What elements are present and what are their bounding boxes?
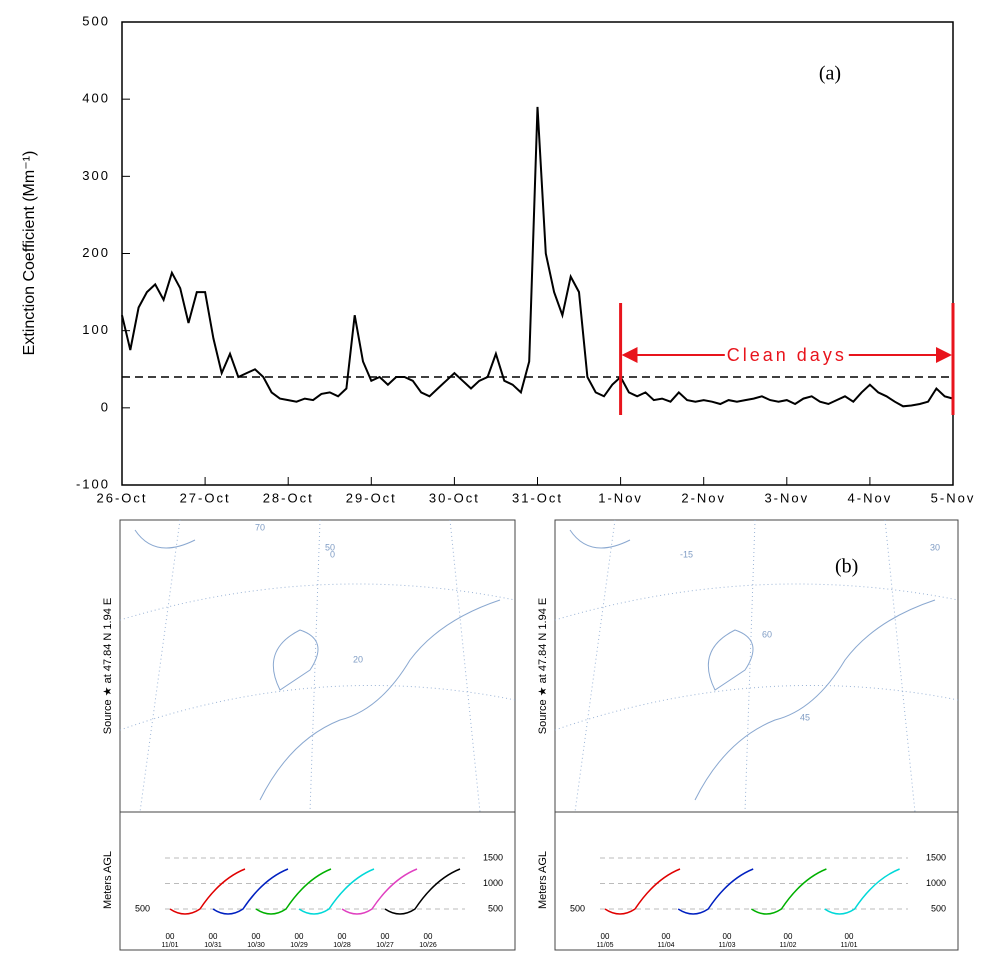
height-label: Meters AGL (537, 851, 549, 909)
time-hour: 00 (338, 932, 347, 941)
y-tick-label: 500 (82, 13, 110, 28)
series-line (121, 106, 954, 408)
time-hour: 00 (662, 932, 671, 941)
height-label: Meters AGL (102, 851, 114, 909)
time-date: 10/26 (419, 942, 437, 949)
plot-frame (121, 21, 954, 486)
height-trajectory (824, 868, 900, 915)
x-tick-label: 29-Oct (346, 490, 397, 505)
time-date: 10/29 (290, 942, 308, 949)
height-tick-label: 1500 (926, 852, 946, 862)
height-tick-label: 1000 (926, 878, 946, 888)
time-date: 11/02 (780, 942, 797, 949)
height-trajectory (298, 868, 375, 915)
height-tick-label: 1000 (483, 878, 503, 888)
time-hour: 00 (381, 932, 390, 941)
height-frame (554, 811, 959, 951)
time-hour: 00 (209, 932, 218, 941)
x-tick-label: 5-Nov (931, 490, 976, 505)
grid-label: 30 (930, 542, 940, 552)
x-tick-label: 28-Oct (263, 490, 314, 505)
time-hour: 00 (601, 932, 610, 941)
time-hour: 00 (424, 932, 433, 941)
x-tick-label: 3-Nov (764, 490, 809, 505)
height-trajectory (604, 868, 681, 915)
panel-label: (a) (819, 63, 841, 85)
time-date: 11/03 (719, 942, 736, 949)
x-tick-label: 4-Nov (848, 490, 893, 505)
time-hour: 00 (166, 932, 175, 941)
height-left-label: 500 (570, 903, 585, 913)
time-date: 10/27 (376, 942, 394, 949)
grid-label: 45 (800, 712, 810, 722)
time-date: 10/28 (333, 942, 351, 949)
x-tick-label: 2-Nov (681, 490, 726, 505)
map-coast (134, 529, 501, 801)
time-date: 11/05 (597, 942, 614, 949)
height-trajectory (677, 868, 754, 915)
y-tick-label: 300 (82, 168, 110, 183)
map-frame (554, 519, 959, 813)
map-frame (119, 519, 516, 813)
height-trajectory (212, 868, 289, 915)
clean-label-bg (724, 343, 849, 367)
x-tick-label: 1-Nov (598, 490, 643, 505)
grid-label: -15 (680, 549, 693, 559)
x-tick-label: 31-Oct (512, 490, 563, 505)
time-hour: 00 (295, 932, 304, 941)
time-hour: 00 (784, 932, 793, 941)
height-left-label: 500 (135, 903, 150, 913)
height-trajectory (341, 868, 418, 915)
clean-label: Clean days (727, 345, 847, 365)
source-label: Source ★ at 47.84 N 1.94 E (102, 598, 114, 734)
grid-label: 20 (353, 654, 363, 664)
x-tick-label: 30-Oct (429, 490, 480, 505)
grid-label: 50 (325, 542, 335, 552)
y-tick-label: 200 (82, 245, 110, 260)
time-hour: 00 (845, 932, 854, 941)
height-tick-label: 1500 (483, 852, 503, 862)
map-coast (569, 529, 936, 801)
grid-label: 70 (255, 522, 265, 532)
time-date: 11/01 (841, 942, 858, 949)
time-date: 10/31 (204, 942, 222, 949)
y-axis-label: Extinction Coefficient (Mm⁻¹) (21, 151, 38, 356)
panel-label: (b) (835, 556, 858, 578)
height-trajectory (169, 868, 246, 915)
height-trajectory (384, 868, 461, 915)
height-trajectory (255, 868, 332, 915)
time-hour: 00 (723, 932, 732, 941)
y-tick-label: -100 (76, 476, 110, 491)
height-tick-label: 500 (931, 903, 946, 913)
time-hour: 00 (252, 932, 261, 941)
height-trajectory (750, 868, 827, 915)
x-tick-label: 26-Oct (96, 490, 147, 505)
map-graticule (554, 519, 959, 813)
y-tick-label: 100 (82, 322, 110, 337)
height-tick-label: 500 (488, 903, 503, 913)
time-date: 10/30 (247, 942, 265, 949)
y-tick-label: 0 (101, 399, 110, 414)
grid-label: 60 (762, 629, 772, 639)
x-tick-label: 27-Oct (180, 490, 231, 505)
time-date: 11/04 (658, 942, 675, 949)
height-frame (119, 811, 516, 951)
grid-label: 0 (330, 549, 335, 559)
time-date: 11/01 (162, 942, 179, 949)
y-tick-label: 400 (82, 91, 110, 106)
source-label: Source ★ at 47.84 N 1.94 E (537, 598, 549, 734)
